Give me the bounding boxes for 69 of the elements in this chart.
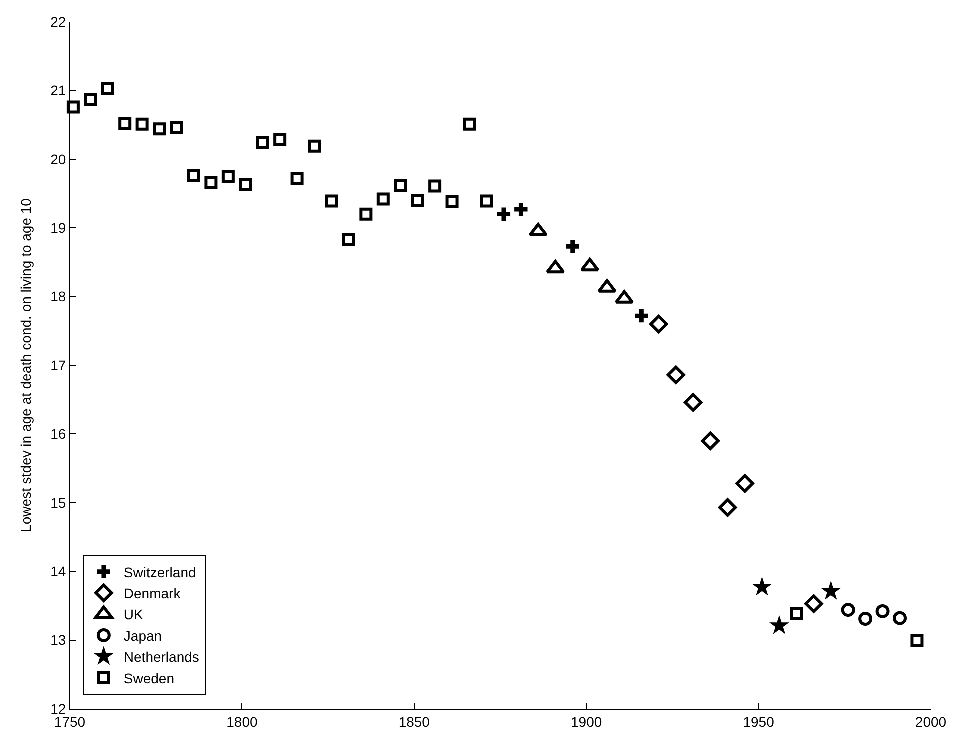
point <box>394 179 408 192</box>
point <box>118 117 132 130</box>
point <box>666 366 686 384</box>
x-tick-label: 1950 <box>743 714 775 730</box>
point <box>910 634 924 648</box>
point <box>752 576 772 596</box>
point <box>821 581 842 600</box>
point <box>858 612 873 626</box>
point <box>841 603 856 618</box>
point <box>274 132 287 146</box>
point <box>376 192 390 206</box>
y-tick-label: 15 <box>50 494 66 511</box>
y-tick-label: 22 <box>50 14 66 30</box>
legend-label: UK <box>124 606 144 623</box>
point <box>736 474 754 493</box>
point <box>84 93 98 106</box>
point <box>239 178 252 192</box>
point <box>153 122 166 136</box>
y-tick-label: 14 <box>50 564 66 580</box>
point <box>497 208 511 221</box>
x-tick-label: 2000 <box>915 714 947 730</box>
point <box>428 180 442 193</box>
y-axis-title: Lowest stdev in age at death cond. on living to age 10 <box>18 198 34 532</box>
point <box>650 314 668 334</box>
point <box>463 118 476 131</box>
point <box>325 194 338 208</box>
point <box>222 170 235 184</box>
point <box>342 233 356 246</box>
point <box>256 136 270 150</box>
point <box>170 121 184 134</box>
point <box>514 202 528 216</box>
y-tick-label: 21 <box>50 82 66 99</box>
x-tick-label: 1800 <box>226 714 258 730</box>
legend-label: Denmark <box>124 586 182 602</box>
point <box>790 607 804 620</box>
point <box>684 393 703 412</box>
point <box>804 594 824 614</box>
y-tick-label: 20 <box>50 151 66 168</box>
point <box>290 172 304 186</box>
y-tick-label: 19 <box>50 220 66 236</box>
point <box>446 195 459 208</box>
point <box>480 194 494 208</box>
point <box>893 611 907 626</box>
point <box>566 240 580 254</box>
y-tick-label: 13 <box>50 632 66 648</box>
y-tick-label: 16 <box>50 426 66 442</box>
point <box>101 82 114 96</box>
point <box>876 604 890 618</box>
point <box>187 169 200 182</box>
point <box>701 432 720 450</box>
point <box>66 100 80 114</box>
point <box>204 176 218 190</box>
x-tick-label: 1900 <box>571 714 602 730</box>
point <box>580 258 600 272</box>
point <box>411 194 424 208</box>
y-tick-label: 18 <box>50 288 66 305</box>
x-tick-label: 1850 <box>398 714 430 730</box>
legend-label: Japan <box>124 628 162 644</box>
legend-label: Netherlands <box>124 649 200 666</box>
y-tick-label: 17 <box>50 357 66 374</box>
point <box>360 208 373 221</box>
point <box>769 615 790 634</box>
legend-label: Switzerland <box>124 564 196 580</box>
point <box>308 140 322 153</box>
point <box>635 309 648 323</box>
point <box>136 118 149 131</box>
point <box>528 223 548 237</box>
point <box>718 498 738 518</box>
legend-label: Sweden <box>124 670 175 686</box>
